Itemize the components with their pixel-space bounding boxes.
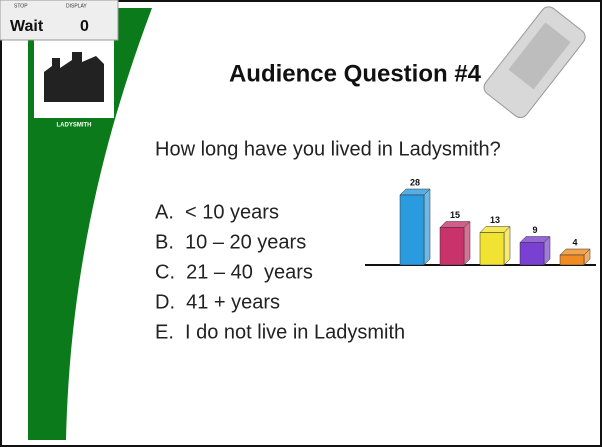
- logo-image: [44, 52, 104, 102]
- bar: [480, 233, 504, 266]
- value-label: 4: [572, 237, 577, 247]
- bar-side: [424, 189, 430, 265]
- answer-option: A. < 10 years: [155, 201, 279, 223]
- value-label: 9: [532, 225, 537, 235]
- bar: [400, 195, 424, 265]
- bar: [520, 243, 544, 266]
- bar-side: [464, 222, 470, 266]
- logo-caption: LADYSMITH: [57, 123, 92, 129]
- slide-screenshot: LADYSMITH STOP DISPLAY Wait 0 Audience Q…: [0, 0, 602, 447]
- bar: [560, 255, 584, 265]
- bar-side: [504, 227, 510, 266]
- stop-button[interactable]: STOP: [14, 3, 28, 9]
- value-label: 13: [490, 215, 500, 225]
- value-label: 28: [410, 177, 420, 187]
- status-text: Wait: [10, 18, 44, 35]
- count-text: 0: [80, 18, 89, 35]
- question: How long have you lived in Ladysmith?: [155, 138, 501, 160]
- answer-option: B. 10 – 20 years: [155, 231, 306, 253]
- answer-option: E. I do not live in Ladysmith: [155, 321, 405, 343]
- bar: [440, 228, 464, 266]
- answer-option: D. 41 + years: [155, 291, 280, 313]
- slide-title: Audience Question #4: [229, 60, 482, 87]
- display-button[interactable]: DISPLAY: [66, 3, 87, 9]
- answer-option: C. 21 – 40 years: [155, 261, 313, 283]
- value-label: 15: [450, 210, 460, 220]
